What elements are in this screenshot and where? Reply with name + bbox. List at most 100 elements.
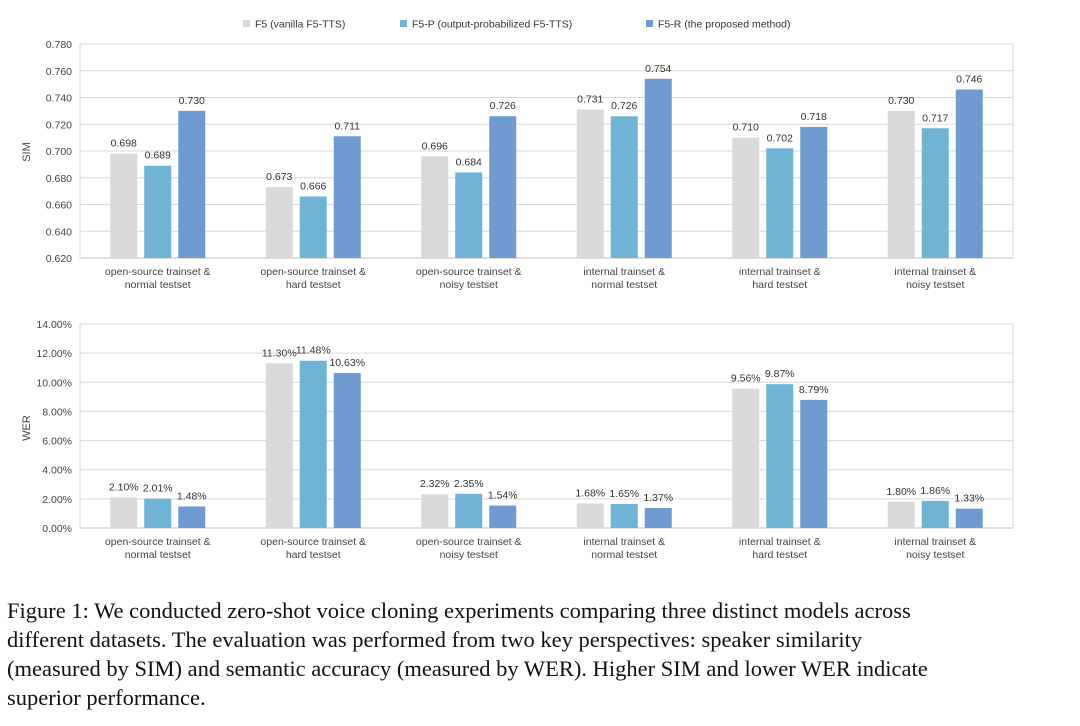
bar [644, 508, 672, 528]
data-label: 8.79% [799, 384, 829, 396]
bar [299, 360, 327, 528]
bar [455, 172, 483, 258]
data-label: 0.718 [801, 111, 827, 123]
y-tick-label: 10.00% [36, 377, 72, 389]
bar [333, 136, 361, 258]
x-tick-label-line: normal testset [125, 279, 191, 291]
bar [921, 500, 949, 528]
bar [455, 493, 483, 528]
y-tick-label: 0.00% [42, 523, 72, 535]
y-tick-label: 0.700 [46, 146, 72, 158]
x-tick-label-line: noisy testset [440, 549, 498, 561]
data-label: 1.48% [177, 490, 207, 502]
legend-swatch [243, 20, 250, 27]
data-label: 0.730 [888, 95, 914, 107]
y-tick-label: 14.00% [36, 319, 72, 331]
x-tick-label-line: hard testset [752, 279, 807, 291]
bar [178, 506, 206, 528]
figure-caption: Figure 1: We conducted zero-shot voice c… [7, 596, 1073, 712]
legend-swatch [646, 20, 653, 27]
legend: F5 (vanilla F5-TTS) F5-P (output-probabil… [243, 19, 790, 31]
data-label: 0.717 [922, 112, 948, 124]
y-tick-label: 12.00% [36, 348, 72, 360]
data-label: 0.702 [767, 132, 793, 144]
bar [610, 503, 638, 528]
x-tick-label: open-source trainset & normal testset [105, 266, 211, 291]
y-axis-title: WER [21, 415, 33, 441]
x-tick-label-line: normal testset [125, 549, 191, 561]
bar [110, 153, 138, 258]
x-tick-label-line: internal trainset & [739, 266, 821, 278]
data-label: 2.35% [454, 478, 484, 490]
data-label: 1.37% [643, 492, 673, 504]
x-tick-label: internal trainset & hard testset [739, 266, 821, 291]
data-label: 2.10% [109, 481, 139, 493]
x-tick-label-line: open-source trainset & [416, 266, 522, 278]
data-label: 0.673 [266, 171, 292, 183]
y-tick-label: 0.720 [46, 119, 72, 131]
x-tick-label-line: open-source trainset & [260, 266, 366, 278]
y-tick-label: 2.00% [42, 494, 72, 506]
sim-chart: 0.620 0.640 0.660 0.680 0.700 0.720 0.740 0.760… [21, 39, 1014, 291]
x-tick-label: open-source trainset & noisy testset [416, 266, 522, 291]
data-label: 2.01% [143, 483, 173, 495]
x-tick-label-line: hard testset [752, 549, 807, 561]
data-label: 1.54% [488, 490, 518, 502]
bar [955, 89, 983, 258]
data-label: 0.754 [645, 63, 671, 75]
x-tick-label-line: open-source trainset & [105, 536, 211, 548]
bar [887, 501, 915, 528]
data-label: 1.65% [609, 488, 639, 500]
y-axis-title: SIM [21, 142, 33, 162]
data-label: 0.711 [335, 120, 361, 132]
wer-chart: 0.00% 2.00% 4.00% 6.00% 8.00% 10.00% 12.00% 14.… [21, 319, 1014, 561]
y-tick-label: 0.680 [46, 173, 72, 185]
bar [178, 110, 206, 258]
bar [732, 388, 760, 528]
bar [576, 109, 604, 258]
x-tick-label-line: normal testset [591, 279, 657, 291]
data-label: 9.87% [765, 368, 795, 380]
caption-line: superior performance. [7, 685, 206, 710]
y-tick-label: 8.00% [42, 406, 72, 418]
data-label: 2.32% [420, 478, 450, 490]
data-label: 1.86% [920, 485, 950, 497]
x-tick-label-line: noisy testset [440, 279, 498, 291]
y-tick-label: 4.00% [42, 465, 72, 477]
data-label: 0.746 [956, 73, 982, 85]
y-tick-label: 0.780 [46, 39, 72, 51]
x-tick-label: internal trainset & noisy testset [894, 266, 976, 291]
data-label: 0.689 [145, 150, 171, 162]
bar [421, 494, 449, 528]
data-label: 0.696 [422, 140, 448, 152]
caption-line: (measured by SIM) and semantic accuracy … [7, 656, 928, 681]
x-tick-label-line: open-source trainset & [105, 266, 211, 278]
data-label: 11.48% [296, 345, 331, 357]
x-tick-label: open-source trainset & hard testset [260, 536, 366, 561]
bar [644, 78, 672, 259]
bar [576, 503, 604, 528]
x-tick-label-line: hard testset [286, 549, 341, 561]
y-tick-label: 0.640 [46, 226, 72, 238]
bar [333, 373, 361, 528]
x-tick-label-line: internal trainset & [739, 536, 821, 548]
bar [800, 399, 828, 528]
bar [800, 126, 828, 258]
bar [299, 196, 327, 258]
x-tick-label: internal trainset & normal testset [583, 536, 665, 561]
x-tick-label: internal trainset & hard testset [739, 536, 821, 561]
caption-line: Figure 1: We conducted zero-shot voice c… [7, 598, 911, 623]
legend-label: F5 (vanilla F5-TTS) [255, 19, 345, 31]
y-tick-label: 0.620 [46, 253, 72, 265]
y-tick-label: 0.760 [46, 66, 72, 78]
bar [421, 156, 449, 258]
x-tick-label: open-source trainset & normal testset [105, 536, 211, 561]
data-label: 0.684 [456, 156, 482, 168]
legend-swatch [400, 20, 407, 27]
x-tick-label-line: normal testset [591, 549, 657, 561]
bar [265, 187, 293, 258]
data-label: 10.63% [329, 357, 365, 369]
bar [610, 116, 638, 258]
data-label: 1.33% [954, 493, 984, 505]
data-label: 0.666 [300, 180, 326, 192]
